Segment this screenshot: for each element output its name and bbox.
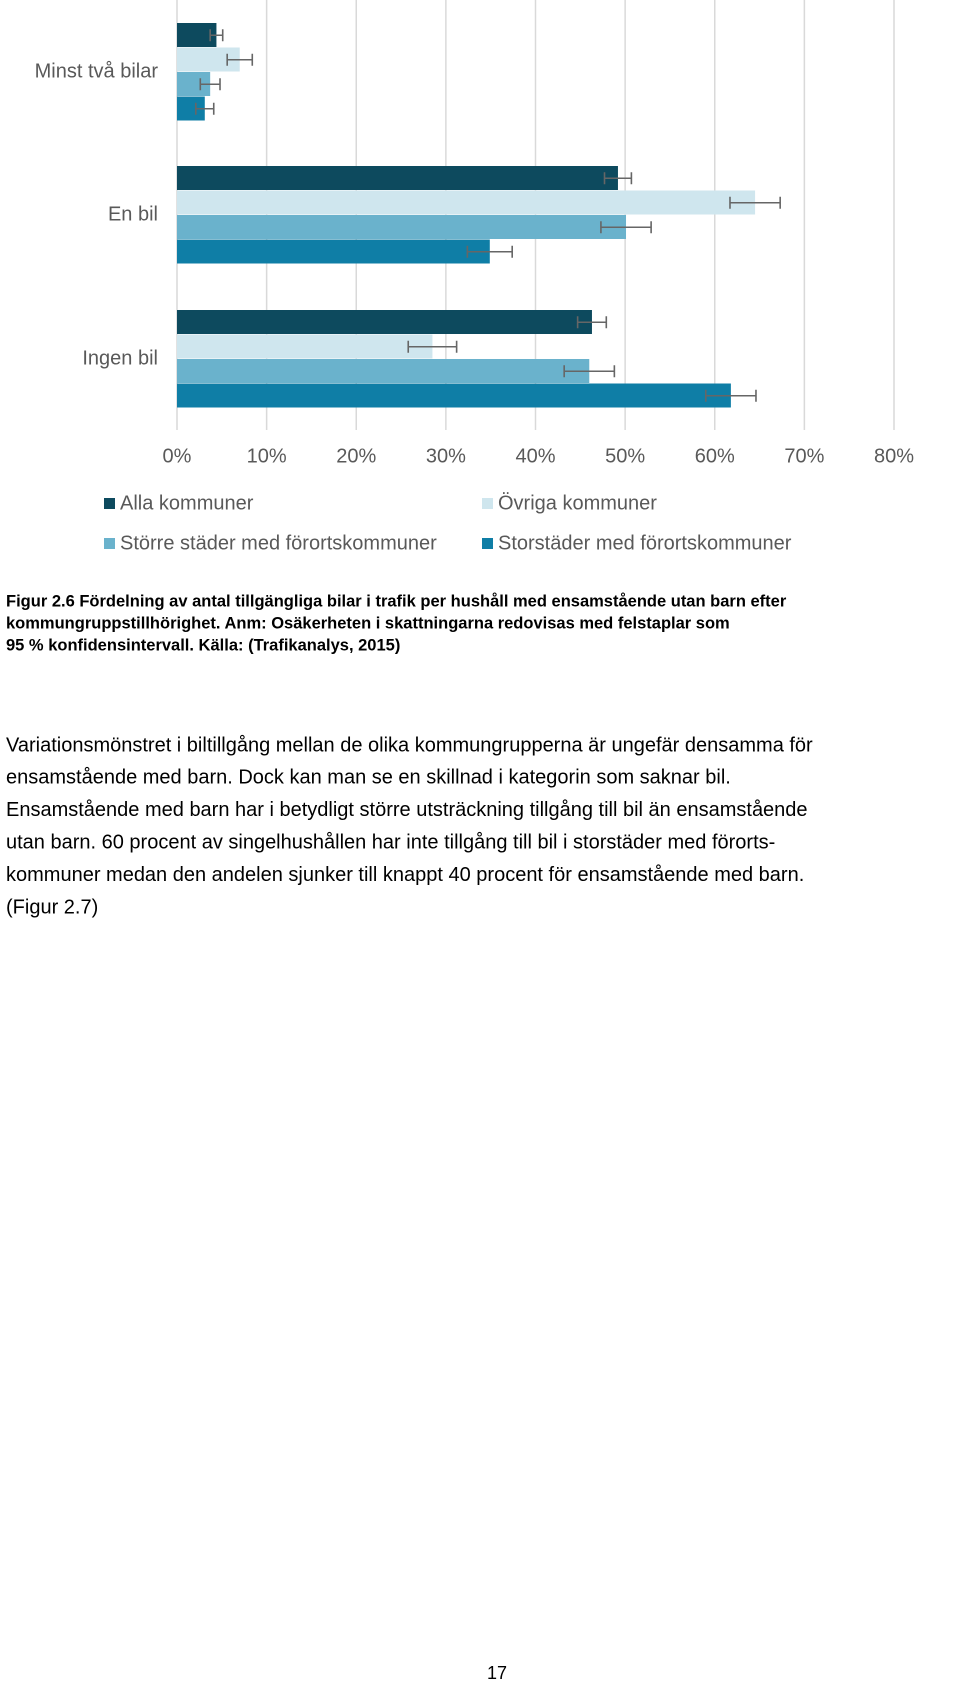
x-tick-label: 60% [695, 445, 735, 467]
bar [177, 334, 433, 359]
category-label: Minst två bilar [35, 60, 159, 82]
error-bar [209, 29, 224, 42]
body-line: ensamstående med barn. Dock kan man se e… [6, 767, 731, 789]
error-bar [199, 78, 221, 91]
body-line: Ensamstående med barn har i betydligt st… [6, 799, 808, 821]
error-bar [729, 196, 781, 209]
legend-marker [482, 498, 493, 509]
error-bar [195, 102, 215, 115]
error-bar [603, 172, 633, 185]
legend-marker [482, 538, 493, 549]
legend-label: Övriga kommuner [498, 492, 657, 514]
legend-label: Storstäder med förortskommuner [498, 532, 792, 554]
bar [177, 310, 592, 334]
body-line: utan barn. 60 procent av singelhushållen… [6, 831, 775, 853]
error-bar [563, 365, 616, 378]
body-line: Variationsmönstret i biltillgång mellan … [6, 734, 813, 756]
error-bar [407, 340, 458, 353]
bar [177, 190, 756, 215]
x-tick-label: 80% [874, 445, 914, 467]
page-number: 17 [487, 1663, 507, 1683]
category-label: En bil [108, 203, 158, 225]
bar [177, 239, 490, 264]
bar [177, 383, 731, 408]
body-line: kommuner medan den andelen sjunker till … [6, 864, 804, 886]
caption-line: Figur 2.6 Fördelning av antal tillgängli… [6, 592, 787, 610]
category-label: Ingen bil [82, 347, 158, 369]
x-tick-label: 50% [605, 445, 645, 467]
legend-label: Större städer med förortskommuner [120, 532, 437, 554]
bar [177, 359, 590, 383]
x-tick-label: 70% [784, 445, 824, 467]
bar [177, 215, 627, 239]
error-bar [226, 53, 254, 66]
x-tick-label: 40% [515, 445, 555, 467]
error-bar [600, 221, 652, 234]
caption-line: kommungruppstillhörighet. Anm: Osäkerhet… [6, 614, 730, 632]
legend-marker [104, 498, 115, 509]
x-tick-label: 30% [426, 445, 466, 467]
bar [177, 166, 618, 190]
body-line: (Figur 2.7) [6, 896, 98, 918]
x-tick-label: 20% [336, 445, 376, 467]
error-bar [466, 245, 513, 258]
error-bar [576, 316, 608, 329]
caption-line: 95 % konfidensintervall. Källa: (Trafika… [6, 636, 400, 654]
legend-marker [104, 538, 115, 549]
x-tick-label: 0% [163, 445, 192, 467]
legend-label: Alla kommuner [120, 492, 254, 514]
error-bar [704, 389, 757, 402]
x-tick-label: 10% [247, 445, 287, 467]
